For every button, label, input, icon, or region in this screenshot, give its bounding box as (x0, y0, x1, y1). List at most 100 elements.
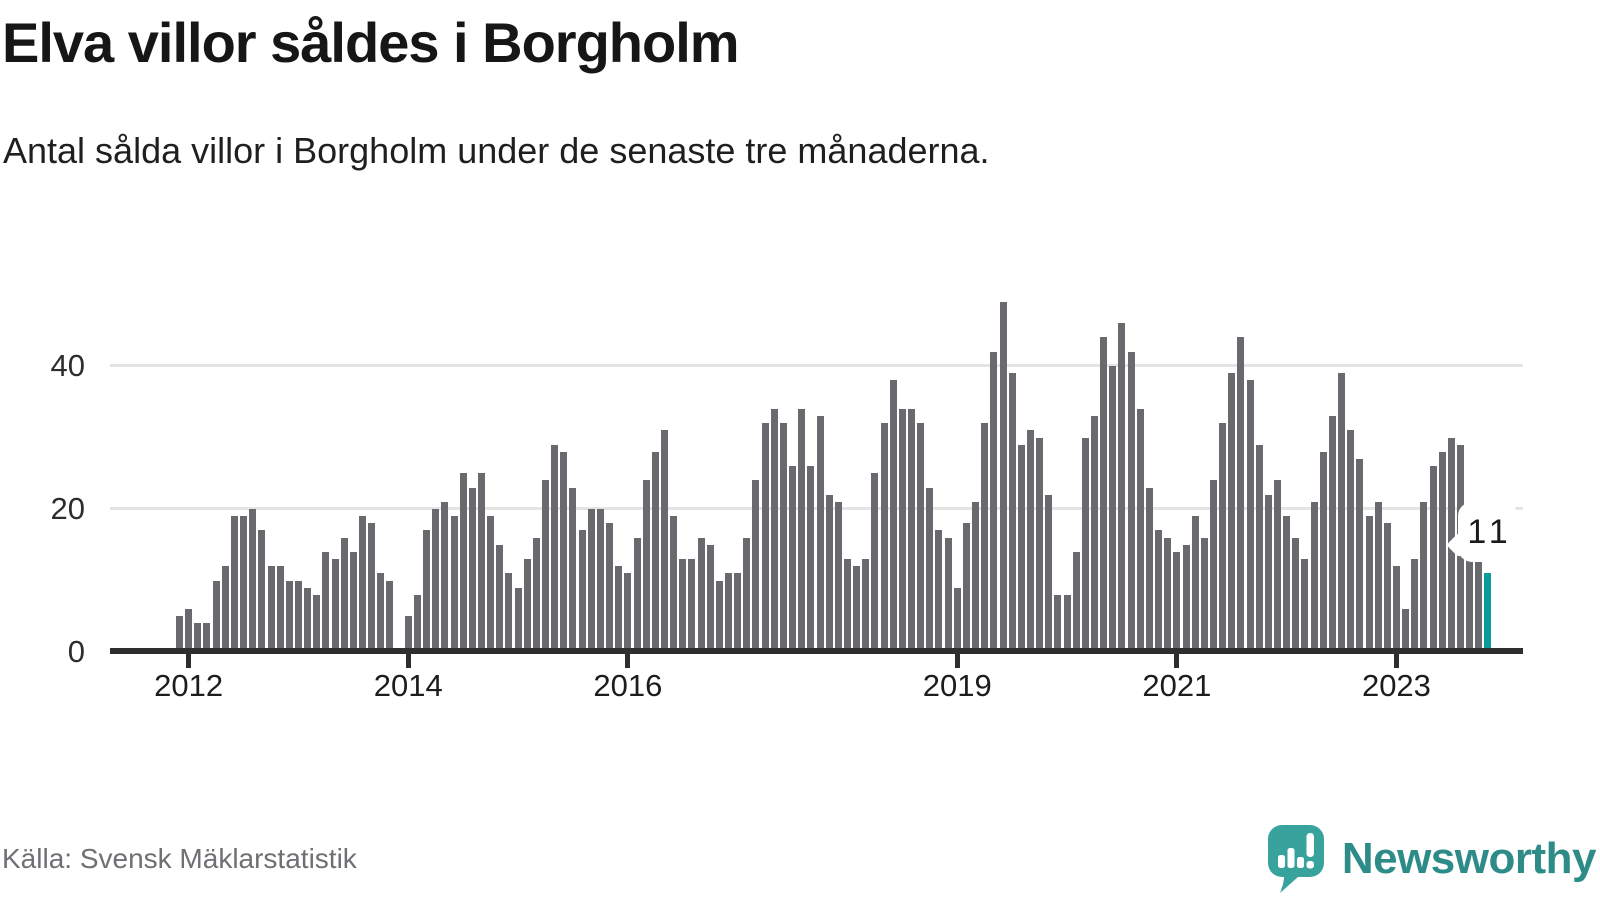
bar (359, 516, 366, 652)
bar (1319, 451, 1327, 652)
bar (1466, 509, 1474, 652)
bar (1438, 451, 1446, 652)
x-tick-mark-2019 (954, 654, 960, 668)
x-axis-label-2012: 2012 (154, 668, 224, 703)
bar (185, 609, 193, 652)
bar (1155, 530, 1163, 652)
x-tick-mark-2023 (1393, 654, 1399, 668)
bar (1237, 337, 1245, 652)
bar (1017, 444, 1025, 652)
bar (249, 509, 257, 652)
brand-name: Newsworthy (1341, 834, 1597, 883)
bar (532, 537, 540, 652)
bar (413, 594, 421, 652)
bar (642, 480, 650, 652)
brand-footer: Newsworthy (1264, 818, 1597, 900)
bar (276, 566, 284, 652)
bar (505, 573, 513, 652)
bar (734, 573, 742, 652)
bar (615, 566, 623, 652)
bar (798, 408, 806, 652)
bar (1100, 337, 1108, 652)
bar (633, 537, 641, 652)
bar (1109, 366, 1117, 652)
bar (1310, 501, 1318, 652)
bar (990, 351, 998, 652)
bar (697, 537, 705, 652)
bar (725, 573, 732, 652)
x-axis-label-2016: 2016 (593, 668, 663, 703)
bar (1173, 551, 1181, 652)
bar (862, 559, 870, 652)
bar (752, 480, 760, 652)
newsworthy-logo-icon (1267, 825, 1324, 893)
source-credit: Källa: Svensk Mäklarstatistik (2, 843, 357, 874)
chart-title: Elva villor såldes i Borgholm (2, 11, 740, 74)
bar (432, 509, 440, 652)
bar (660, 430, 668, 652)
bar (285, 580, 293, 652)
bar (551, 444, 559, 652)
bar (1420, 501, 1428, 652)
bar (560, 451, 568, 652)
bar (386, 580, 394, 652)
x-axis-line (110, 648, 1523, 654)
bar (1200, 537, 1208, 652)
bar (679, 559, 687, 652)
bar (1475, 530, 1483, 652)
bar (1136, 408, 1144, 652)
bar (1164, 537, 1172, 652)
bar (834, 501, 842, 652)
chart-subtitle: Antal sålda villor i Borgholm under de s… (3, 130, 990, 171)
bar (230, 516, 238, 652)
x-axis-label-2021: 2021 (1142, 668, 1212, 703)
y-axis-label-40: 40 (50, 348, 85, 383)
y-axis-label-20: 20 (50, 491, 85, 526)
bar (487, 516, 495, 652)
bar (1255, 444, 1263, 652)
last-value-label: 11 (1467, 512, 1513, 551)
bar (1072, 551, 1080, 652)
bar (1264, 494, 1272, 652)
bar (962, 523, 970, 652)
bar (404, 616, 412, 652)
bar (706, 544, 714, 652)
bar (349, 551, 357, 652)
bar (1411, 559, 1419, 652)
y-axis-label-0: 0 (67, 634, 85, 669)
bar (688, 559, 696, 652)
bar (1054, 594, 1062, 652)
bar (926, 487, 934, 652)
bar (908, 408, 915, 652)
x-tick-mark-2021 (1174, 654, 1180, 668)
bar (1374, 501, 1382, 652)
bar (1219, 423, 1227, 652)
x-tick-mark-2016 (625, 654, 631, 668)
last-value-callout: 11 (1446, 502, 1518, 562)
bar (1118, 323, 1126, 652)
bar (1338, 373, 1346, 652)
bar (1091, 416, 1098, 652)
bar (322, 551, 330, 652)
bar (825, 494, 833, 652)
bar (715, 580, 723, 652)
bar (304, 587, 312, 652)
bar (1228, 373, 1236, 652)
bar (477, 473, 485, 652)
bar (1008, 373, 1016, 652)
bar (542, 480, 549, 652)
bar (1328, 416, 1336, 652)
bar (1383, 523, 1391, 652)
bar (670, 516, 678, 652)
bar (294, 580, 302, 652)
x-tick-mark-2014 (405, 654, 411, 668)
bar (587, 509, 595, 652)
bar (1182, 544, 1190, 652)
bar (340, 537, 348, 652)
bar (1026, 430, 1034, 652)
bar (1283, 516, 1291, 652)
bar-chart (0, 250, 1600, 654)
bar (972, 501, 980, 652)
bar (1365, 516, 1373, 652)
